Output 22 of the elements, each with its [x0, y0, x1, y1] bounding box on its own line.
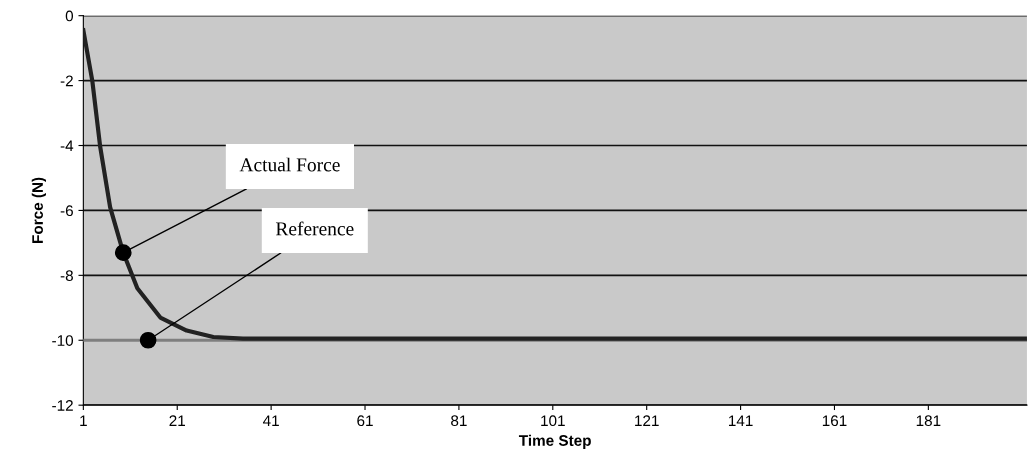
x-tick-label: 81 — [451, 415, 467, 427]
y-tick-label: -4 — [60, 140, 74, 152]
x-axis-title: Time Step — [518, 434, 591, 449]
x-tick-label: 41 — [262, 415, 279, 426]
x-tick-label: 141 — [729, 415, 753, 426]
x-tick-label: 61 — [357, 415, 373, 427]
y-tick-label: -2 — [60, 75, 73, 87]
x-tick-label: 181 — [916, 415, 941, 427]
x-tick-label: 21 — [169, 415, 185, 426]
text: Actual Force — [239, 157, 340, 172]
y-tick-label: -12 — [52, 400, 73, 411]
y-tick-label: -8 — [60, 270, 73, 282]
y-axis-title: Force (N) — [31, 177, 46, 243]
line-series — [83, 28, 1027, 341]
x-tick-label: 101 — [541, 415, 565, 427]
x-tick-label: 161 — [822, 415, 847, 427]
x-tick-label: 121 — [635, 415, 659, 426]
y-tick-label: -6 — [60, 205, 73, 217]
y-tick-label: -10 — [52, 335, 74, 346]
y-tick-label: 0 — [65, 10, 74, 22]
text: Reference — [275, 221, 354, 236]
x-tick-label: 1 — [80, 415, 87, 426]
